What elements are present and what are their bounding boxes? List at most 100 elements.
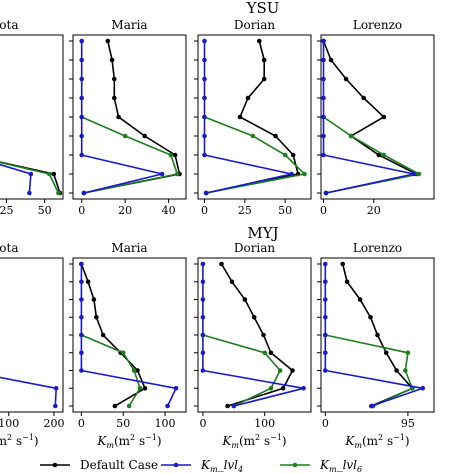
data-point — [79, 152, 84, 158]
data-point — [321, 57, 326, 63]
x-tick-label: 0 — [78, 204, 85, 217]
series-line — [80, 263, 147, 407]
data-point — [175, 171, 180, 177]
series-line — [80, 264, 178, 407]
data-point — [79, 261, 84, 267]
x-tick-label: 25 — [238, 204, 252, 217]
data-point — [340, 261, 346, 267]
data-point — [405, 350, 411, 356]
data-point — [420, 386, 426, 391]
data-point — [321, 95, 326, 101]
x-tick-label: 95 — [401, 417, 415, 430]
data-point — [120, 350, 126, 356]
data-point — [202, 76, 207, 82]
panel-myj-iota: Iota 100 200 Km(m2 s−1) — [0, 241, 64, 450]
data-point — [172, 152, 178, 158]
group-title-myj: MYJ — [247, 224, 278, 242]
panel-myj-dorian: Dorian 0 100 Km(m2 s−1) — [194, 241, 312, 450]
data-point — [280, 386, 286, 391]
data-point — [268, 350, 274, 356]
data-point — [56, 190, 61, 196]
legend-entry: Km_lvl6 — [280, 458, 362, 474]
data-point — [328, 57, 334, 63]
data-point — [348, 133, 354, 139]
data-point — [79, 57, 84, 63]
data-point — [142, 133, 147, 139]
x-axis-label: Km(m2 s−1) — [0, 433, 39, 450]
data-point — [290, 152, 296, 158]
series-line — [81, 334, 141, 407]
data-point — [323, 190, 329, 196]
data-point — [381, 114, 387, 120]
data-point — [321, 114, 326, 120]
panel-ysu-lorenzo: Lorenzo 0 20 — [317, 18, 435, 217]
data-point — [245, 95, 251, 101]
panel-ysu-maria: Maria 0 20 40 — [69, 18, 187, 217]
data-point — [368, 315, 373, 320]
data-point — [261, 332, 266, 338]
x-tick-label: 0 — [322, 417, 329, 430]
data-point — [200, 350, 206, 356]
data-point — [323, 261, 328, 267]
panel-title: Maria — [111, 241, 147, 255]
data-point — [91, 297, 97, 302]
series-line — [205, 40, 300, 194]
data-point — [375, 332, 380, 338]
panel-title: Dorian — [234, 18, 276, 32]
data-point — [79, 38, 84, 44]
data-point — [202, 133, 207, 139]
panel-title: Lorenzo — [353, 241, 402, 255]
data-point — [202, 57, 207, 63]
legend-label: Km_lvl4 — [200, 458, 243, 474]
data-point — [323, 350, 328, 356]
data-point — [142, 386, 148, 391]
data-point — [79, 76, 84, 82]
data-point — [105, 38, 111, 44]
data-point — [122, 133, 128, 139]
data-point — [112, 403, 118, 409]
data-point — [261, 76, 267, 82]
data-point — [79, 332, 84, 338]
panel-title: Dorian — [234, 241, 276, 255]
panel-title: Lorenzo — [353, 18, 402, 32]
data-point — [112, 76, 117, 82]
x-tick-label: 50 — [38, 204, 52, 217]
data-point — [131, 368, 137, 373]
series-line — [202, 264, 304, 407]
data-point — [168, 152, 174, 158]
panel-ysu-iota: Iota 25 50 — [0, 18, 64, 217]
series-line — [323, 116, 422, 194]
data-point — [28, 171, 34, 177]
x-tick-label: 40 — [162, 204, 176, 217]
data-point — [261, 57, 267, 63]
data-point — [416, 171, 422, 177]
data-point — [273, 133, 278, 139]
data-point — [173, 386, 179, 391]
x-tick-label: 25 — [0, 204, 14, 217]
series-line — [0, 376, 58, 407]
legend-entry: Default Case — [40, 458, 158, 472]
data-point — [411, 171, 417, 177]
data-point — [51, 171, 57, 177]
data-point — [321, 76, 326, 82]
x-tick-label: 20 — [367, 204, 381, 217]
data-point — [323, 315, 328, 320]
data-point — [116, 114, 121, 120]
panel-title: Iota — [0, 241, 18, 255]
data-point — [381, 152, 387, 158]
x-axis-label: Km(m2 s−1) — [344, 433, 409, 450]
data-point — [383, 350, 389, 356]
plot-frame — [197, 257, 312, 413]
data-point — [135, 368, 140, 373]
data-point — [321, 133, 326, 139]
data-point — [302, 171, 307, 177]
data-point — [79, 315, 84, 320]
data-point — [79, 350, 84, 356]
data-point — [79, 114, 84, 120]
panel-grid: Iota 25 50 Maria 0 20 40 Dorian 0 25 50 Lorenzo 0 20 I… — [0, 18, 435, 450]
panel-title: Iota — [0, 18, 18, 32]
series-line — [83, 40, 181, 194]
data-point — [79, 279, 84, 285]
data-point — [100, 332, 106, 338]
data-point — [262, 350, 268, 356]
